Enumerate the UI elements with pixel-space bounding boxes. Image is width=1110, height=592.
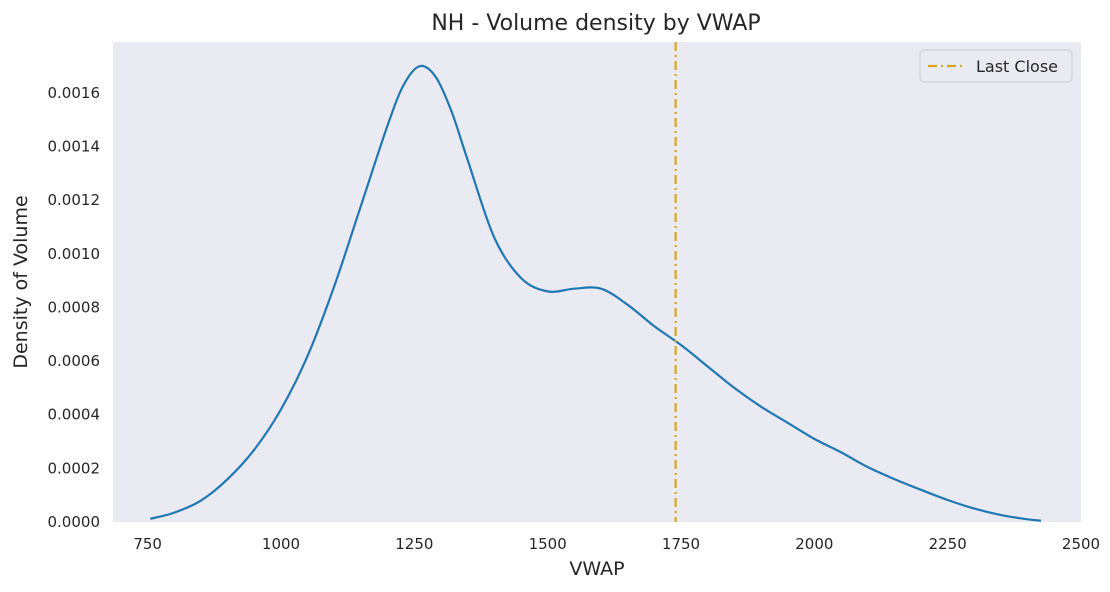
y-tick-label: 0.0000 <box>48 513 101 531</box>
x-tick-label: 1250 <box>395 535 433 553</box>
x-tick-label: 750 <box>133 535 162 553</box>
y-tick-label: 0.0010 <box>48 245 101 263</box>
y-tick-label: 0.0002 <box>48 459 101 477</box>
chart-title: NH - Volume density by VWAP <box>431 11 760 36</box>
y-tick-label: 0.0016 <box>48 84 101 102</box>
x-tick-label: 1000 <box>262 535 300 553</box>
x-tick-label: 1750 <box>662 535 700 553</box>
legend-label-last-close: Last Close <box>976 57 1058 76</box>
x-tick-label: 1500 <box>529 535 567 553</box>
y-axis-title: Density of Volume <box>10 195 32 368</box>
y-tick-label: 0.0014 <box>48 138 101 156</box>
y-tick-label: 0.0012 <box>48 191 101 209</box>
y-axis-ticks: 0.0000 0.0002 0.0004 0.0006 0.0008 0.0010 0.00… <box>48 84 101 531</box>
series-layer <box>150 64 1042 522</box>
plot-area <box>113 42 1081 522</box>
x-tick-label: 2000 <box>795 535 833 553</box>
legend-box <box>919 49 1073 83</box>
x-axis-ticks: 750 1000 1250 1500 1750 2000 2250 2500 <box>133 535 1100 553</box>
x-tick-label: 2250 <box>929 535 967 553</box>
x-tick-label: 2500 <box>1062 535 1100 553</box>
legend: Last Close <box>919 49 1073 83</box>
x-axis-title: VWAP <box>569 558 624 580</box>
density-curve <box>150 64 1042 522</box>
y-tick-label: 0.0004 <box>48 406 101 424</box>
y-tick-label: 0.0006 <box>48 352 101 370</box>
y-tick-label: 0.0008 <box>48 298 101 316</box>
